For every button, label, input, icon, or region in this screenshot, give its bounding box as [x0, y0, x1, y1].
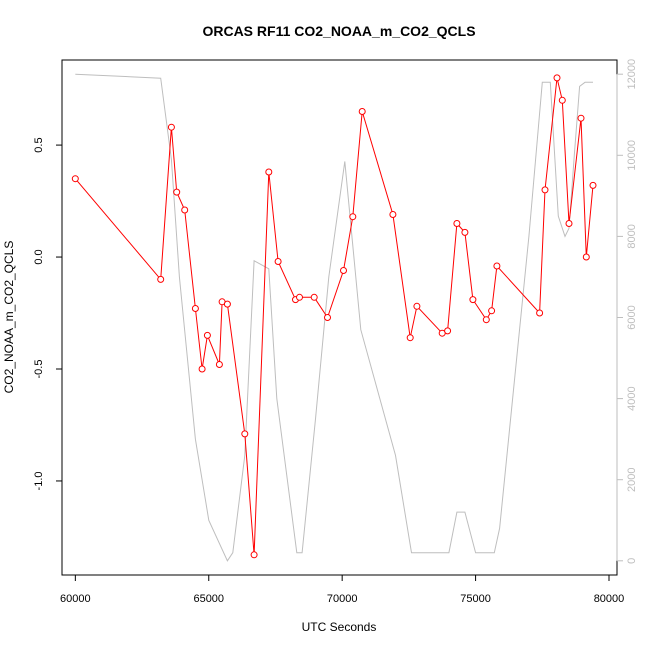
y2-tick-label: 10000	[626, 140, 638, 171]
x-axis-label: UTC Seconds	[302, 620, 377, 634]
data-point	[488, 307, 496, 315]
data-point	[553, 74, 561, 82]
data-point	[191, 305, 199, 312]
data-point	[413, 302, 421, 310]
y2-tick-label: 12000	[626, 59, 638, 90]
data-point	[482, 316, 490, 324]
x-tick-label: 60000	[60, 593, 91, 605]
data-point	[358, 108, 366, 115]
data-point	[493, 262, 501, 270]
data-point	[173, 188, 181, 196]
plot-frame	[61, 59, 618, 576]
data-point	[406, 334, 414, 342]
y2-tick-label: 6000	[626, 305, 638, 329]
secondary-y-axis: 0 2000 4000 6000 8000 10000 12000	[616, 59, 638, 564]
primary-series-line	[74, 77, 594, 555]
data-point	[565, 220, 573, 227]
data-point	[589, 181, 597, 189]
data-point	[241, 430, 249, 438]
data-point	[215, 361, 223, 368]
data-point	[461, 228, 469, 236]
x-tick-label: 65000	[193, 593, 224, 605]
data-point	[453, 220, 461, 227]
y-tick-label: -1.0	[33, 471, 45, 490]
x-axis: 60000 65000 70000 75000 80000	[60, 574, 625, 605]
y-axis-label: CO2_NOAA_m_CO2_QCLS	[2, 241, 16, 394]
chart-title: ORCAS RF11 CO2_NOAA_m_CO2_QCLS	[202, 23, 475, 39]
data-point	[577, 114, 585, 122]
x-tick-label: 70000	[327, 593, 358, 605]
data-point	[265, 168, 273, 176]
data-point	[167, 123, 175, 131]
secondary-series-line	[75, 73, 593, 562]
data-point	[340, 267, 347, 274]
series-layer	[71, 73, 597, 562]
data-point	[203, 331, 211, 339]
data-point	[296, 293, 303, 301]
data-point	[250, 551, 258, 559]
data-point	[198, 365, 206, 373]
data-point	[389, 211, 397, 218]
data-point	[223, 300, 231, 308]
y2-tick-label: 8000	[626, 224, 638, 248]
y-axis: -1.0 -0.5 0.0 0.5	[33, 137, 63, 490]
y2-tick-label: 2000	[626, 467, 638, 491]
data-point	[324, 314, 331, 321]
y2-tick-label: 0	[626, 558, 638, 564]
data-point	[469, 296, 477, 304]
data-point	[444, 327, 452, 335]
y-tick-label: -0.5	[33, 360, 45, 379]
x-tick-label: 75000	[460, 593, 491, 605]
x-tick-label: 80000	[594, 593, 625, 605]
data-point	[349, 213, 357, 221]
data-point	[181, 206, 189, 214]
data-point	[582, 253, 590, 261]
data-point	[71, 175, 79, 183]
y2-tick-label: 4000	[626, 386, 638, 410]
y-tick-label: 0.5	[33, 137, 45, 152]
data-point	[541, 186, 549, 194]
data-point	[558, 96, 566, 104]
data-point	[536, 309, 544, 317]
y-tick-label: 0.0	[33, 249, 45, 264]
data-point	[310, 293, 318, 301]
data-point	[274, 258, 282, 265]
data-point	[157, 275, 165, 283]
